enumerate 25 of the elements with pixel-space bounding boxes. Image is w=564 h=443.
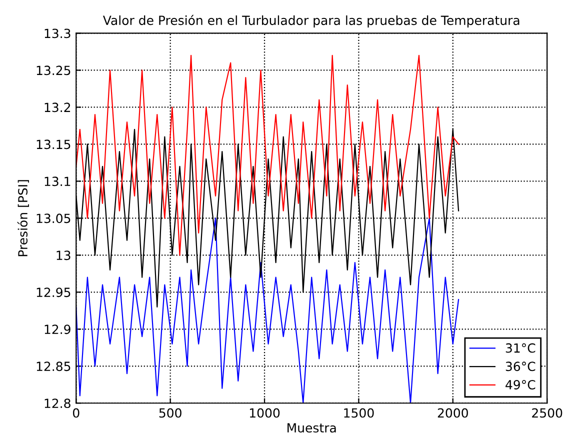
x-tick-label: 0: [72, 408, 80, 418]
y-tick-label: 13.05: [36, 214, 70, 224]
y-tick-label: 13: [56, 250, 70, 260]
y-tick-label: 13.1: [44, 176, 70, 186]
chart-title: Valor de Presión en el Turbulador para las pruebas de Temperatura: [102, 14, 520, 28]
x-tick-label: 2500: [532, 408, 562, 418]
y-tick-label: 12.85: [36, 362, 70, 372]
y-tick-label: 13.3: [44, 28, 70, 38]
x-axis-title: Muestra: [288, 423, 336, 433]
y-tick-label: 13.15: [36, 140, 70, 150]
x-tick-label: 1000: [250, 408, 280, 418]
y-axis-title: Presión [PSI]: [17, 180, 29, 256]
y-tick-label: 13.2: [44, 102, 70, 112]
x-tick-label: 1500: [344, 408, 374, 418]
y-tick-label: 13.25: [36, 66, 70, 76]
line-series: [76, 54, 460, 256]
legend-label: 36°C: [506, 362, 536, 372]
y-tick-label: 12.9: [44, 324, 70, 334]
legend-label: 49°C: [506, 380, 536, 390]
line-series: [76, 218, 460, 404]
y-tick-label: 12.95: [36, 288, 70, 298]
x-tick-label: 500: [159, 408, 182, 418]
y-tick-label: 12.8: [44, 398, 70, 408]
legend-label: 31°C: [506, 343, 536, 353]
x-tick-label: 2000: [438, 408, 468, 418]
